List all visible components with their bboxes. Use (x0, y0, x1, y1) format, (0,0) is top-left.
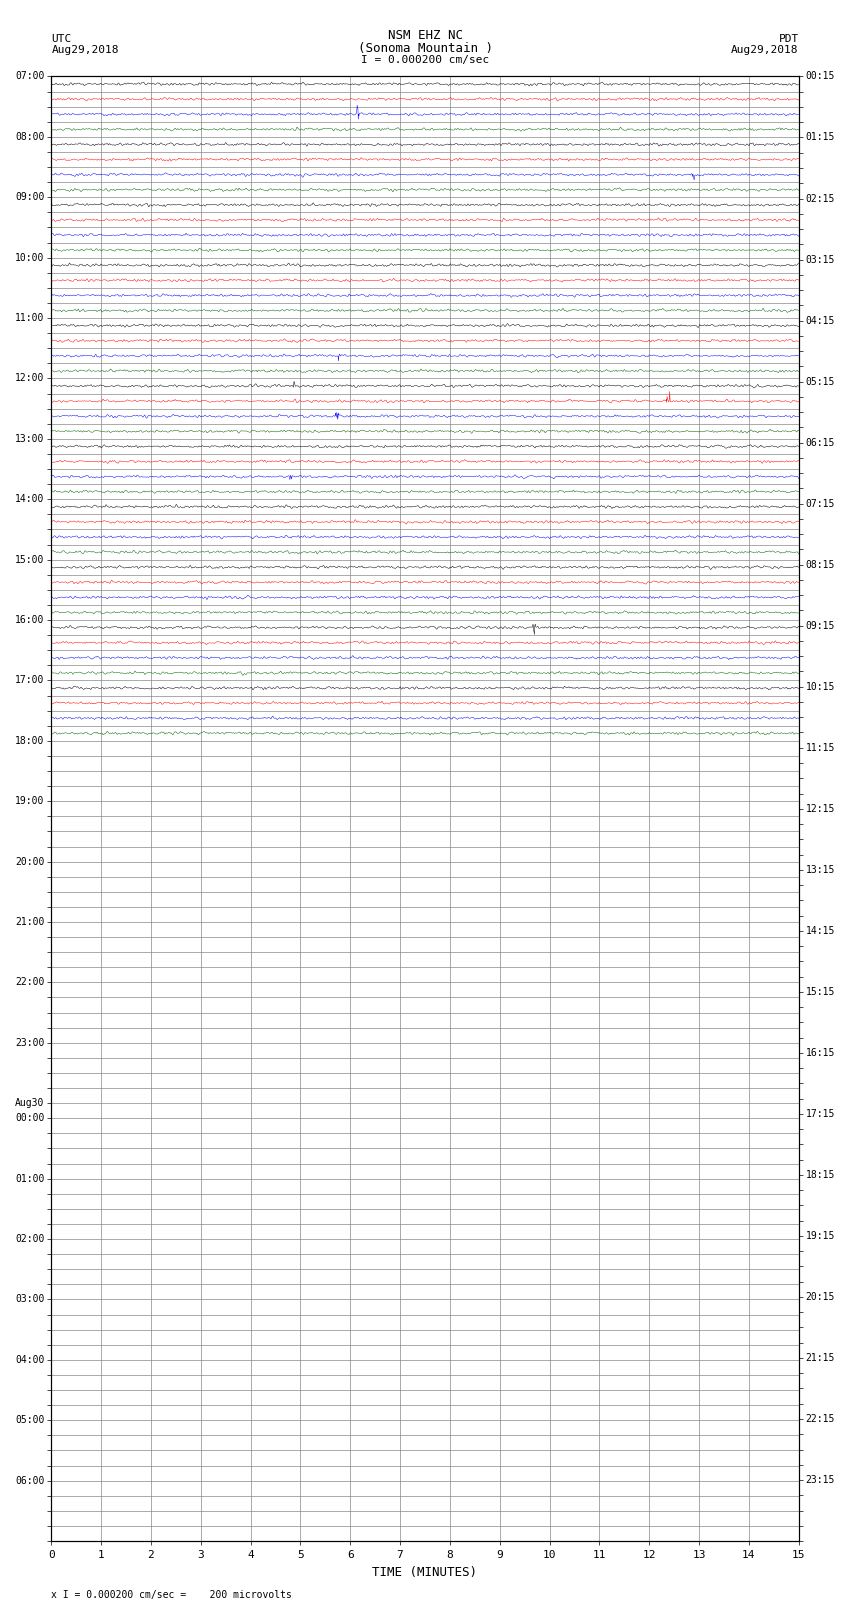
Text: PDT: PDT (779, 34, 799, 44)
Text: NSM EHZ NC: NSM EHZ NC (388, 29, 462, 42)
Text: x I = 0.000200 cm/sec =    200 microvolts: x I = 0.000200 cm/sec = 200 microvolts (51, 1590, 292, 1600)
Text: UTC: UTC (51, 34, 71, 44)
Text: Aug29,2018: Aug29,2018 (51, 45, 119, 55)
Text: Aug29,2018: Aug29,2018 (731, 45, 799, 55)
X-axis label: TIME (MINUTES): TIME (MINUTES) (372, 1566, 478, 1579)
Text: (Sonoma Mountain ): (Sonoma Mountain ) (358, 42, 492, 55)
Text: I = 0.000200 cm/sec: I = 0.000200 cm/sec (361, 55, 489, 65)
